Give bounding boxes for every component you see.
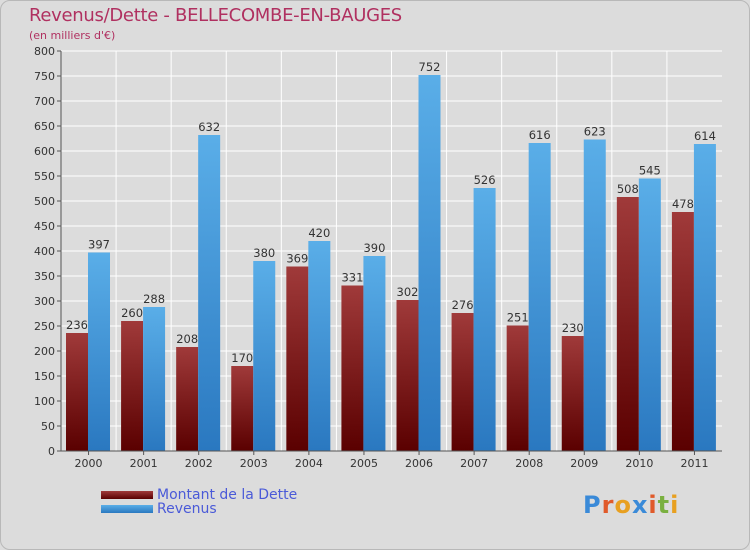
x-tick-label: 2011 — [680, 457, 708, 470]
data-label-revenus: 752 — [419, 60, 441, 74]
y-tick-label: 450 — [34, 220, 55, 233]
data-label-revenus: 632 — [198, 120, 220, 134]
y-tick-label: 650 — [34, 120, 55, 133]
data-label-revenus: 380 — [253, 246, 275, 260]
data-label-revenus: 397 — [88, 238, 110, 252]
bar-dette — [341, 285, 364, 451]
x-tick-label: 2000 — [75, 457, 103, 470]
data-label-dette: 369 — [286, 252, 308, 266]
bar-revenus — [253, 261, 276, 451]
y-tick-label: 700 — [34, 95, 55, 108]
y-tick-label: 500 — [34, 195, 55, 208]
data-label-revenus: 614 — [694, 129, 716, 143]
y-tick-label: 250 — [34, 320, 55, 333]
legend: Montant de la Dette Revenus — [101, 488, 297, 516]
chart-title: Revenus/Dette - BELLECOMBE-EN-BAUGES — [29, 5, 402, 26]
data-label-dette: 508 — [617, 182, 639, 196]
logo-letter: i — [670, 491, 680, 519]
bar-revenus — [418, 75, 441, 451]
x-tick-label: 2006 — [405, 457, 433, 470]
data-label-dette: 478 — [672, 197, 694, 211]
y-tick-label: 300 — [34, 295, 55, 308]
x-tick-label: 2001 — [130, 457, 158, 470]
y-tick-label: 350 — [34, 270, 55, 283]
legend-swatch-revenus — [101, 505, 153, 513]
data-label-dette: 230 — [562, 321, 584, 335]
bar-revenus — [693, 144, 716, 451]
proxiti-logo: Proxiti — [583, 491, 679, 519]
bar-dette — [506, 325, 529, 451]
legend-swatch-dette — [101, 491, 153, 499]
bar-revenus — [638, 178, 661, 451]
bar-dette — [231, 366, 254, 451]
x-tick-label: 2009 — [570, 457, 598, 470]
bar-dette — [66, 333, 88, 451]
data-label-dette: 236 — [66, 318, 88, 332]
x-tick-label: 2005 — [350, 457, 378, 470]
y-tick-label: 750 — [34, 70, 55, 83]
logo-letter: x — [631, 491, 649, 519]
bar-dette — [286, 266, 309, 451]
data-label-revenus: 288 — [143, 292, 165, 306]
y-tick-label: 150 — [34, 370, 55, 383]
bar-revenus — [363, 256, 386, 451]
data-label-revenus: 390 — [363, 241, 385, 255]
chart-subtitle: (en milliers d'€) — [29, 29, 116, 42]
x-tick-label: 2010 — [625, 457, 653, 470]
legend-label-dette: Montant de la Dette — [157, 487, 298, 503]
bar-revenus — [583, 139, 606, 451]
x-tick-label: 2007 — [460, 457, 488, 470]
bar-dette — [616, 197, 639, 451]
bar-dette — [176, 347, 199, 451]
y-tick-label: 800 — [34, 45, 55, 58]
bar-revenus — [473, 188, 496, 451]
legend-item-dette: Montant de la Dette — [101, 488, 297, 502]
data-label-dette: 170 — [231, 351, 253, 365]
y-tick-label: 400 — [34, 245, 55, 258]
bar-revenus — [143, 307, 166, 451]
data-label-dette: 208 — [176, 332, 198, 346]
data-label-revenus: 526 — [474, 173, 496, 187]
logo-letter: i — [648, 491, 658, 519]
data-label-dette: 251 — [507, 311, 529, 325]
data-label-revenus: 623 — [584, 125, 606, 139]
bar-revenus — [198, 135, 221, 451]
x-tick-label: 2003 — [240, 457, 268, 470]
y-tick-label: 0 — [48, 445, 55, 458]
x-tick-label: 2004 — [295, 457, 323, 470]
data-label-revenus: 616 — [529, 128, 551, 142]
y-tick-label: 600 — [34, 145, 55, 158]
bar-dette — [561, 336, 584, 451]
bar-dette — [671, 212, 694, 451]
data-label-dette: 302 — [397, 285, 419, 299]
y-tick-label: 100 — [34, 395, 55, 408]
data-label-dette: 260 — [121, 306, 143, 320]
legend-label-revenus: Revenus — [157, 501, 217, 517]
data-label-revenus: 545 — [639, 164, 661, 178]
bar-dette — [396, 300, 419, 451]
data-label-dette: 331 — [341, 271, 363, 285]
data-label-dette: 276 — [452, 298, 474, 312]
x-tick-label: 2002 — [185, 457, 213, 470]
data-label-revenus: 420 — [308, 226, 330, 240]
y-tick-label: 200 — [34, 345, 55, 358]
legend-item-revenus: Revenus — [101, 502, 297, 516]
y-tick-label: 50 — [41, 420, 55, 433]
logo-letter: t — [657, 491, 671, 519]
bar-dette — [121, 321, 144, 451]
logo-letter: o — [614, 491, 632, 519]
bar-revenus — [88, 252, 110, 451]
x-tick-label: 2008 — [515, 457, 543, 470]
y-tick-label: 550 — [34, 170, 55, 183]
logo-letter: r — [601, 491, 615, 519]
bar-revenus — [308, 241, 331, 451]
bar-dette — [451, 313, 474, 451]
logo-letter: P — [583, 491, 602, 519]
bar-revenus — [528, 143, 551, 451]
